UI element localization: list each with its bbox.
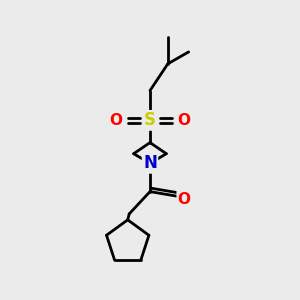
Text: S: S xyxy=(144,111,156,129)
Text: N: N xyxy=(143,154,157,172)
Text: O: O xyxy=(178,113,191,128)
Text: O: O xyxy=(178,191,191,206)
Text: O: O xyxy=(109,113,122,128)
